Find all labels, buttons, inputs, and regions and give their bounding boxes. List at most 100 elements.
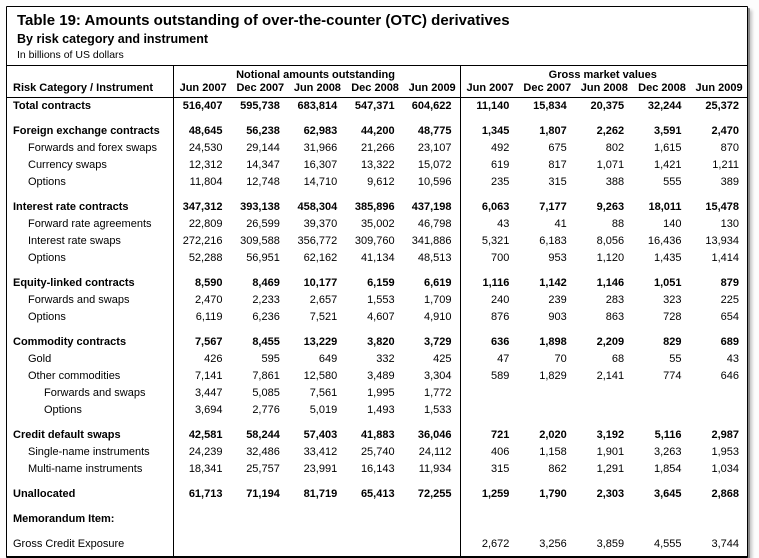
value-cell: 1,051 [654, 277, 682, 289]
page-background: Table 19: Amounts outstanding of over-th… [6, 6, 748, 558]
row-label: Gross Credit Exposure [13, 538, 125, 550]
value-cell: 547,371 [354, 100, 395, 112]
value-cell: 8,455 [252, 336, 280, 348]
value-cell: 2,868 [711, 488, 739, 500]
value-cell: 21,266 [360, 142, 395, 154]
value-cell: 239 [548, 294, 567, 306]
value-cell: 2,303 [596, 488, 625, 500]
value-cell: 13,934 [705, 235, 739, 247]
table-body: Total contracts 516,407 595,738 683,814 547,… [7, 97, 747, 556]
table-row: Options 3,694 2,776 5,019 1,493 1,533 [7, 402, 747, 419]
value-cell: 88 [611, 218, 625, 230]
value-cell: 7,561 [309, 387, 338, 399]
value-cell: 802 [605, 142, 625, 154]
row-label: Total contracts [13, 100, 92, 112]
value-cell: 52,288 [172, 250, 231, 267]
value-cell: 12,748 [246, 176, 280, 188]
value-cell: 42,581 [172, 419, 231, 444]
value-cell: 48,645 [172, 115, 231, 140]
table-row: Forwards and swaps 2,470 2,233 2,657 1,553 1,… [7, 292, 747, 309]
table-row: Commodity contracts 7,567 8,455 13,229 3,820… [7, 326, 747, 351]
value-cell: 71,194 [246, 488, 280, 500]
row-label: Single-name instruments [28, 446, 150, 458]
table-row: Total contracts 516,407 595,738 683,814 547,… [7, 97, 747, 115]
table-row: Options 11,804 12,748 14,710 9,612 10,596 235 3… [7, 174, 747, 191]
value-cell: 7,141 [172, 368, 231, 385]
value-cell: 13,229 [303, 336, 338, 348]
value-cell: 555 [663, 176, 682, 188]
value-cell: 721 [459, 419, 518, 444]
value-cell [288, 528, 345, 556]
value-cell: 2,141 [596, 370, 625, 382]
row-label: Forwards and forex swaps [28, 142, 157, 154]
value-cell [459, 385, 518, 402]
table-row: Forwards and forex swaps 24,530 29,144 31,9… [7, 140, 747, 157]
value-cell [230, 503, 287, 528]
column-group-gross: Gross market values [459, 66, 747, 81]
value-cell: 36,046 [417, 429, 452, 441]
value-cell: 62,983 [303, 125, 338, 137]
title-block: Table 19: Amounts outstanding of over-th… [7, 7, 747, 66]
value-cell: 11,934 [418, 463, 452, 475]
value-cell: 3,263 [654, 446, 682, 458]
value-cell: 12,580 [303, 370, 338, 382]
value-cell: 1,071 [596, 159, 625, 171]
value-cell [288, 503, 345, 528]
row-label: Unallocated [13, 488, 76, 500]
value-cell: 1,120 [596, 252, 625, 264]
value-cell: 309,588 [240, 235, 280, 247]
table-row: Interest rate contracts 347,312 393,138 458… [7, 191, 747, 216]
value-cell: 347,312 [172, 191, 231, 216]
year-header-row: Jun 2007 Dec 2007 Jun 2008 Dec 2008 Jun 2009… [7, 81, 747, 98]
value-cell: 604,622 [411, 100, 452, 112]
row-label: Gold [28, 353, 52, 365]
row-label: Options [28, 252, 66, 264]
value-cell: 3,859 [596, 538, 625, 550]
value-cell: 1,790 [539, 488, 567, 500]
value-cell: 1,211 [712, 159, 739, 171]
value-cell: 1,421 [654, 159, 682, 171]
value-cell: 1,493 [367, 404, 395, 416]
value-cell: 406 [459, 444, 518, 461]
value-cell: 16,307 [303, 159, 338, 171]
value-cell: 6,159 [367, 277, 395, 289]
value-cell: 3,304 [424, 370, 452, 382]
value-cell: 39,370 [303, 218, 338, 230]
value-cell: 55 [669, 353, 682, 365]
value-cell: 47 [459, 351, 518, 368]
value-cell: 492 [459, 140, 518, 157]
row-label: Forwards and swaps [44, 387, 146, 399]
value-cell [403, 528, 460, 556]
value-cell: 11,140 [459, 97, 518, 115]
value-cell: 341,886 [411, 235, 452, 247]
column-header: Dec 2007 [517, 81, 575, 98]
value-cell [517, 402, 574, 419]
column-group-notional: Notional amounts outstanding [172, 66, 461, 81]
value-cell: 272,216 [172, 233, 231, 250]
value-cell: 437,198 [411, 201, 452, 213]
value-cell: 1,553 [367, 294, 395, 306]
value-cell: 29,144 [246, 142, 280, 154]
value-cell [517, 503, 574, 528]
value-cell: 636 [459, 326, 518, 351]
value-cell: 41 [554, 218, 567, 230]
value-cell: 7,861 [252, 370, 280, 382]
value-cell: 619 [459, 157, 518, 174]
value-cell: 43 [459, 216, 518, 233]
derivatives-table: Risk Category / Instrument Notional amou… [7, 66, 747, 556]
value-cell: 26,599 [246, 218, 280, 230]
value-cell: 323 [663, 294, 682, 306]
value-cell: 589 [459, 368, 518, 385]
value-cell [575, 385, 632, 402]
value-cell: 516,407 [172, 97, 231, 115]
value-cell: 1,158 [539, 446, 567, 458]
value-cell: 393,138 [240, 201, 280, 213]
row-label: Interest rate contracts [13, 201, 129, 213]
value-cell: 56,951 [246, 252, 280, 264]
value-cell: 18,341 [172, 461, 231, 478]
value-cell: 3,694 [172, 402, 231, 419]
value-cell: 24,239 [172, 444, 231, 461]
value-cell: 2,776 [252, 404, 280, 416]
value-cell: 23,991 [303, 463, 338, 475]
value-cell: 16,436 [647, 235, 682, 247]
